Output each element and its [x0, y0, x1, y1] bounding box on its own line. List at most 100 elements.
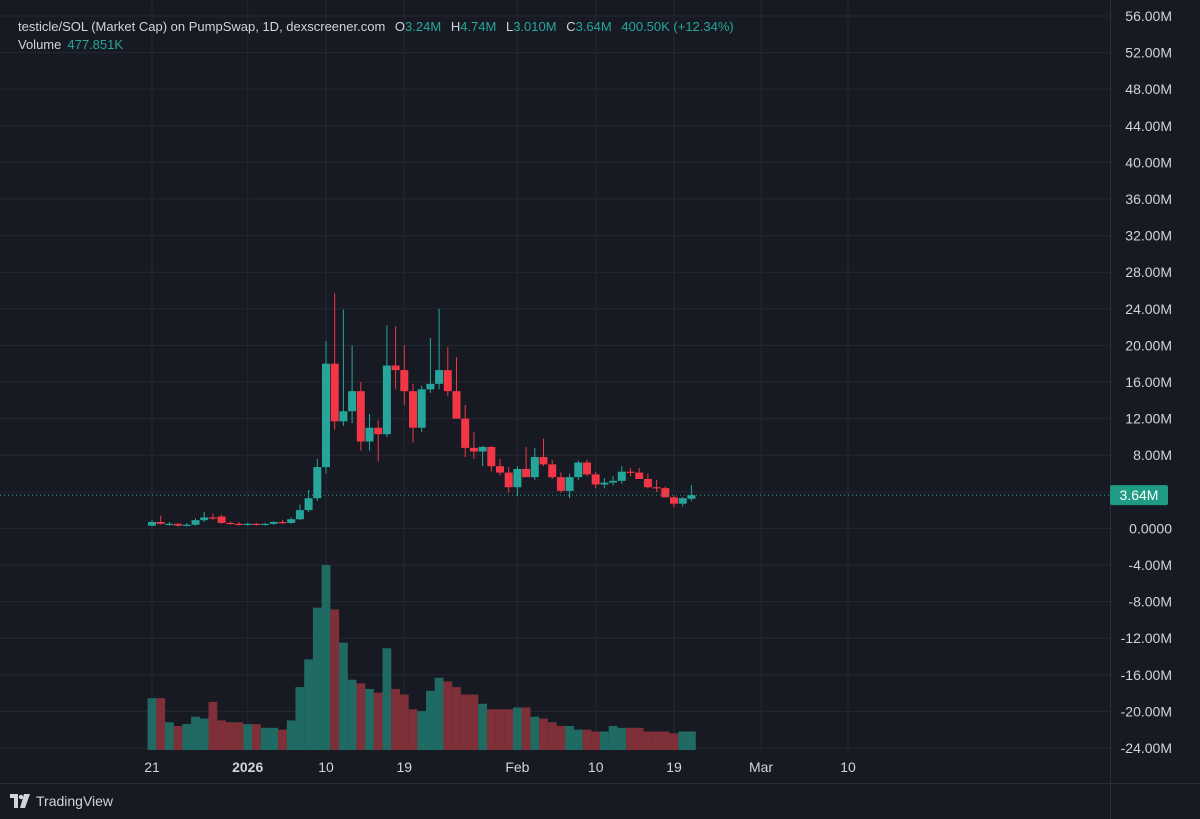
- candle: [278, 520, 287, 524]
- price-tick-label: 52.00M: [1125, 45, 1172, 61]
- low-value: 3.010M: [513, 19, 557, 34]
- candle: [670, 495, 678, 508]
- time-tick-label: 2026: [232, 759, 263, 775]
- candle: [574, 460, 583, 480]
- tradingview-branding[interactable]: TradingView: [10, 793, 113, 809]
- candle: [348, 345, 357, 424]
- candle: [548, 459, 557, 479]
- volume-bar: [234, 722, 244, 750]
- price-tick-label: 8.00M: [1133, 447, 1172, 463]
- candle: [461, 404, 470, 458]
- candle: [174, 522, 183, 527]
- volume-bar: [278, 729, 287, 750]
- candle: [496, 458, 504, 476]
- time-tick-label: 10: [318, 759, 334, 775]
- candle: [626, 468, 635, 477]
- price-tick-label: -4.00M: [1128, 557, 1172, 573]
- volume-bar: [408, 709, 418, 750]
- volume-legend: Volume 477.851K: [18, 37, 123, 52]
- candle: [235, 521, 243, 526]
- candle: [522, 446, 531, 478]
- price-tick-label: 28.00M: [1125, 264, 1172, 280]
- volume-bar: [156, 698, 166, 750]
- volume-bar: [530, 716, 540, 750]
- volume-bar: [304, 659, 313, 750]
- candle: [417, 385, 426, 433]
- time-tick-label: Mar: [749, 759, 773, 775]
- price-tick-label: 44.00M: [1125, 118, 1172, 134]
- volume-bar: [321, 565, 331, 750]
- candle: [652, 479, 661, 492]
- price-axis[interactable]: 56.00M 52.00M 48.00M 44.00M 40.00M 36.00M 32.0…: [1121, 8, 1173, 756]
- current-price-label: 3.64M: [1120, 487, 1159, 503]
- price-tick-label: 32.00M: [1125, 228, 1172, 244]
- low-label: L: [505, 19, 514, 34]
- volume-bar: [286, 720, 296, 750]
- volume-bar: [391, 688, 400, 750]
- candle: [313, 458, 322, 501]
- volume-bar: [260, 727, 270, 750]
- time-tick-label: 19: [666, 759, 682, 775]
- candle: [409, 383, 417, 443]
- price-tick-label: 56.00M: [1125, 8, 1172, 24]
- volume-bar: [417, 711, 427, 750]
- candle: [643, 473, 652, 489]
- candle: [287, 517, 296, 524]
- volume-bar: [312, 607, 322, 750]
- candle: [295, 504, 304, 521]
- volume-bar: [434, 677, 444, 750]
- price-tick-label: -20.00M: [1121, 703, 1172, 719]
- candle: [208, 513, 217, 521]
- volume-bar: [330, 609, 340, 750]
- volume-value: 477.851K: [67, 37, 124, 52]
- volume-bar: [199, 718, 209, 750]
- price-tick-label: -24.00M: [1121, 740, 1172, 756]
- volume-bar: [269, 727, 279, 750]
- volume-bar: [165, 722, 174, 750]
- volume-bar: [147, 698, 157, 750]
- candle: [426, 338, 435, 393]
- volume-bar: [469, 694, 479, 750]
- candle: [261, 522, 270, 526]
- volume-bar: [208, 701, 218, 750]
- close-value: 3.64M: [575, 19, 612, 34]
- candle: [156, 515, 165, 525]
- tradingview-logo-icon: [10, 794, 30, 808]
- volume-bar: [347, 679, 357, 750]
- volume-bar: [452, 687, 461, 750]
- candles: [148, 293, 696, 527]
- current-price-tag: [1110, 485, 1168, 506]
- candle: [304, 489, 313, 512]
- volume-bar: [608, 725, 618, 750]
- volume-bar: [547, 722, 557, 750]
- candle: [217, 514, 226, 524]
- price-tick-label: 36.00M: [1125, 191, 1172, 207]
- candle: [226, 521, 235, 525]
- candle: [365, 414, 374, 451]
- candle: [200, 511, 209, 522]
- volume-bar: [678, 731, 688, 750]
- volume-bar: [486, 709, 496, 750]
- candle: [452, 357, 461, 419]
- time-axis[interactable]: 21 2026 10 19 Feb 10 19 Mar 10: [144, 759, 856, 775]
- volume-bar: [495, 709, 505, 750]
- volume-bar: [617, 727, 627, 750]
- volume-bar: [643, 731, 653, 750]
- chart-legend: testicle/SOL (Market Cap) on PumpSwap, 1…: [18, 19, 734, 34]
- candle: [556, 472, 565, 493]
- volume-bar: [687, 731, 696, 750]
- volume-bar: [660, 731, 670, 750]
- close-label: C: [566, 19, 576, 34]
- volume-bar: [634, 727, 644, 750]
- volume-bar: [382, 648, 392, 750]
- candle: [487, 446, 496, 472]
- time-tick-label: Feb: [505, 759, 529, 775]
- volume-bar: [252, 724, 261, 750]
- volume-bar: [365, 688, 374, 750]
- volume-bar: [295, 687, 305, 750]
- change-value: 400.50K (+12.34%): [621, 19, 734, 34]
- price-tick-label: 24.00M: [1125, 301, 1172, 317]
- volume-bar: [600, 731, 609, 750]
